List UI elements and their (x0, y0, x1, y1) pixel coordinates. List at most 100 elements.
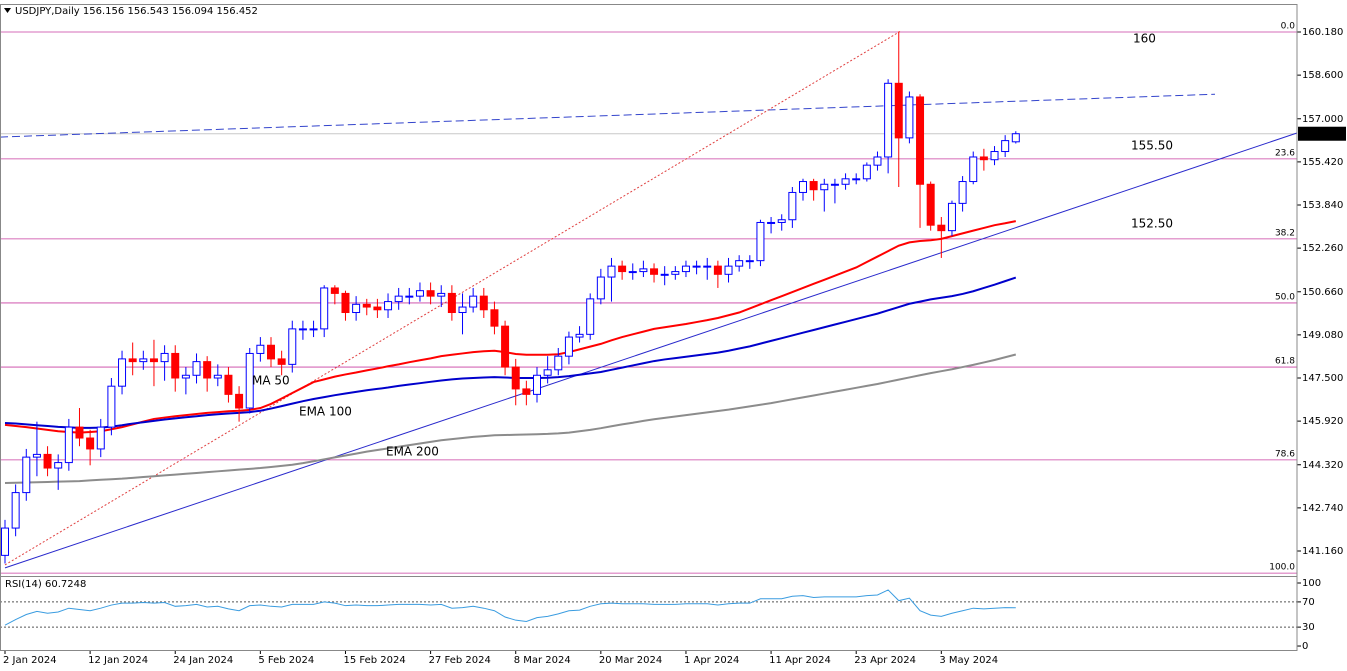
annotation: 152.50 (1131, 217, 1173, 231)
y-tick-label: 155.420 (1302, 157, 1343, 168)
candle-body (64, 426, 73, 464)
candle-body (309, 328, 318, 331)
candle-body (330, 287, 339, 294)
candle-body (511, 366, 520, 390)
candle-body (852, 178, 861, 181)
text-layer: 160.180 158.600 157.000 155.420 153.840 152.2… (3, 22, 1346, 666)
candle-body (298, 328, 307, 331)
candle-body (32, 453, 41, 458)
fib-label: 50.0 (1275, 292, 1295, 302)
candle-body (171, 352, 180, 379)
candle-body (681, 265, 690, 273)
candle-body (160, 352, 169, 363)
candle-body (841, 178, 850, 185)
candle-body (735, 260, 744, 267)
candle-body (405, 295, 414, 298)
rsi-tick-label: 70 (1302, 597, 1315, 608)
indicator-line (4, 353, 1017, 485)
candle-body (277, 358, 286, 365)
candle-body (426, 290, 435, 297)
price-tag-label: 156.452 (1301, 129, 1342, 140)
candle-body (745, 260, 754, 263)
candle-body (149, 358, 158, 363)
candle-body (820, 183, 829, 191)
candle-body (788, 191, 797, 221)
x-tick-label: 27 Feb 2024 (429, 655, 491, 666)
rsi-value: 60.7248 (45, 579, 86, 590)
candle-body (926, 183, 935, 226)
candle-body (394, 295, 403, 303)
candle-body (533, 374, 541, 395)
candle-body (139, 358, 148, 363)
candle-body (75, 426, 84, 439)
candle-body (320, 287, 329, 330)
menu-arrow (4, 8, 11, 13)
candle-body (713, 265, 722, 275)
y-tick-label: 153.840 (1302, 200, 1343, 211)
indicator-line (4, 276, 1017, 429)
candle-body (671, 271, 680, 275)
close-value: 156.452 (217, 6, 258, 17)
low-value: 156.094 (172, 6, 213, 17)
candle-body (724, 265, 733, 275)
candle-body (213, 374, 222, 379)
candle-body (245, 352, 254, 409)
candle-body (639, 268, 648, 273)
fib-label: 23.6 (1275, 148, 1295, 158)
candle-body (96, 426, 105, 450)
candle-body (554, 355, 563, 371)
candle-body (203, 361, 212, 379)
candle-body (873, 156, 882, 166)
candle-body (777, 219, 786, 223)
y-tick-label: 142.740 (1302, 503, 1343, 514)
candle-body (596, 276, 605, 300)
x-tick-label: 1 Apr 2024 (684, 655, 739, 666)
indicator-label: EMA 100 (299, 405, 352, 419)
trend-line (0, 93, 1216, 138)
candle-body (288, 328, 297, 365)
candle-body (458, 306, 467, 314)
fib-label: 38.2 (1275, 228, 1295, 238)
candle-body (1011, 133, 1020, 143)
candle-body (86, 437, 95, 450)
y-tick-label: 145.920 (1302, 416, 1343, 427)
candle-body (107, 385, 116, 428)
candle-body (447, 292, 456, 314)
candle-body (564, 336, 573, 357)
open-value: 156.156 (83, 6, 124, 17)
rsi-title: RSI(14) (5, 579, 42, 590)
indicator-label: EMA 200 (386, 445, 439, 459)
candle-body (437, 292, 446, 297)
rsi-header: RSI(14) 60.7248 (5, 579, 86, 590)
candle-body (490, 309, 499, 327)
candle-body (809, 181, 818, 191)
candle-body (362, 303, 371, 308)
y-tick-label: 157.000 (1302, 114, 1343, 125)
candle-body (1001, 140, 1010, 153)
symbol: USDJPY,Daily (15, 6, 80, 17)
x-tick-label: 11 Apr 2024 (769, 655, 831, 666)
candle-body (969, 156, 978, 183)
x-tick-label: 3 May 2024 (939, 655, 998, 666)
candle-body (607, 265, 616, 278)
candle-body (22, 456, 31, 494)
y-tick-label: 150.660 (1302, 287, 1343, 298)
candle-body (799, 181, 807, 193)
fib-label: 61.8 (1275, 357, 1295, 367)
y-tick-label: 149.080 (1302, 330, 1343, 341)
y-tick-label: 147.500 (1302, 373, 1343, 384)
candle-body (979, 156, 988, 161)
candle-body (469, 295, 478, 308)
candle-body (650, 268, 659, 275)
candle-body (703, 265, 712, 268)
candle-body (692, 265, 701, 268)
candle-body (11, 492, 20, 529)
candle-body (862, 164, 871, 180)
fib-label: 78.6 (1275, 449, 1295, 459)
candle-body (522, 388, 531, 395)
candle-body (479, 295, 488, 311)
indicator-label: MA 50 (252, 374, 290, 388)
candle-body (267, 344, 275, 360)
